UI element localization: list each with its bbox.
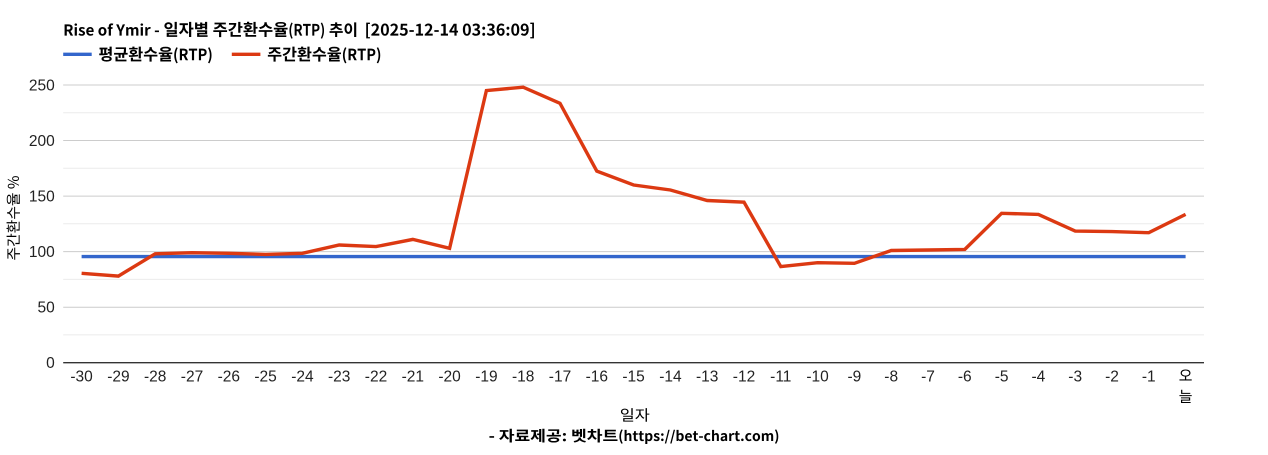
svg-text:-12: -12: [733, 369, 755, 386]
svg-text:100: 100: [29, 244, 55, 261]
svg-text:-2: -2: [1105, 369, 1119, 386]
svg-text:-15: -15: [622, 369, 644, 386]
svg-text:200: 200: [29, 133, 55, 150]
svg-text:-20: -20: [438, 369, 461, 386]
svg-text:-26: -26: [218, 369, 240, 386]
svg-text:-13: -13: [696, 369, 718, 386]
svg-text:-27: -27: [181, 369, 203, 386]
svg-text:-4: -4: [1032, 369, 1046, 386]
svg-text:-21: -21: [402, 369, 424, 386]
svg-text:-29: -29: [107, 369, 129, 386]
svg-text:-18: -18: [512, 369, 534, 386]
svg-text:-17: -17: [549, 369, 571, 386]
svg-text:-19: -19: [475, 369, 497, 386]
svg-text:50: 50: [38, 300, 56, 317]
svg-text:0: 0: [46, 355, 55, 372]
svg-text:-28: -28: [144, 369, 166, 386]
svg-text:-30: -30: [70, 369, 93, 386]
svg-text:-10: -10: [806, 369, 829, 386]
svg-text:-11: -11: [770, 369, 791, 386]
svg-text:150: 150: [29, 189, 55, 206]
svg-text:-7: -7: [921, 369, 935, 386]
svg-text:-23: -23: [328, 369, 350, 386]
svg-text:250: 250: [29, 78, 55, 95]
svg-text:-16: -16: [586, 369, 608, 386]
svg-text:-14: -14: [659, 369, 682, 386]
svg-text:-24: -24: [291, 369, 314, 386]
svg-text:-5: -5: [995, 369, 1009, 386]
svg-text:-8: -8: [884, 369, 898, 386]
svg-text:-9: -9: [848, 369, 862, 386]
svg-text:-6: -6: [958, 369, 972, 386]
svg-text:-1: -1: [1142, 369, 1156, 386]
svg-text:-3: -3: [1068, 369, 1082, 386]
svg-text:-25: -25: [254, 369, 276, 386]
svg-text:-22: -22: [365, 369, 387, 386]
